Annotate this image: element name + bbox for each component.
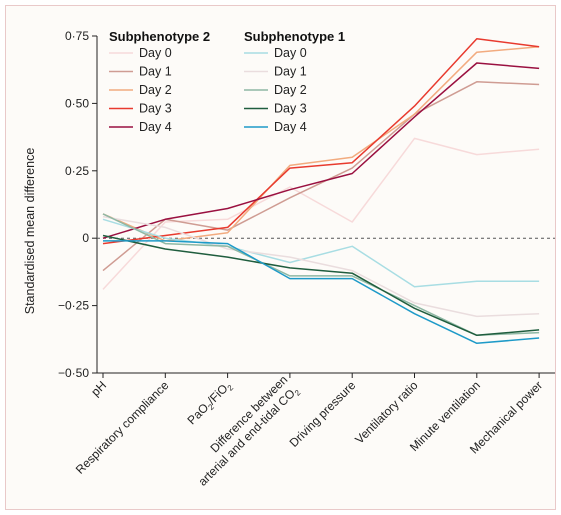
legend: Subphenotype 2 Day 0 Day 1 Day 2 Day 3 Day 4 S…: [109, 29, 345, 134]
x-category-label-text: Ventilatory ratio: [352, 378, 421, 447]
legend-entry-label: Day 2: [139, 83, 172, 97]
series-line-subphenotype1-day4: [103, 240, 540, 345]
legend-entry-label: Day 2: [274, 83, 307, 97]
x-category-label-text: pH: [88, 378, 109, 399]
figure-frame: −0·50 −0·25 0 0·25 0·50 0·75 Subphenotype 2 Da…: [5, 5, 556, 510]
x-category-label-text: Respiratory compliance: [73, 378, 172, 477]
x-category-label: Ventilatory ratio: [352, 378, 421, 447]
series-line-subphenotype1-day3: [102, 234, 540, 337]
series-line-subphenotype2-day3: [102, 37, 540, 245]
series-layer: [102, 37, 540, 345]
y-axis-label: Standardised mean difference: [23, 148, 37, 315]
series-line-subphenotype1-day0: [102, 218, 540, 288]
x-category-label-text: PaO2/FiO2: [185, 378, 236, 429]
legend-entry-label: Day 4: [139, 120, 172, 134]
legend-entry-label: Day 0: [274, 46, 307, 60]
legend-heading: Subphenotype 1: [244, 29, 345, 44]
legend-entry-label: Day 3: [274, 102, 307, 116]
legend-entry-label: Day 4: [274, 120, 307, 134]
legend-entry-label: Day 1: [274, 65, 307, 79]
legend-entry-label: Day 0: [139, 46, 172, 60]
legend-heading: Subphenotype 2: [109, 29, 210, 44]
y-tick-label: 0·75: [65, 29, 89, 43]
series-line-subphenotype1-day2: [102, 213, 540, 337]
x-category-label: pH: [88, 378, 109, 399]
x-category-label: Driving pressure: [287, 378, 359, 450]
y-tick-label: −0·50: [58, 366, 89, 380]
series-line-subphenotype1-day1: [102, 215, 540, 318]
x-category-label: Respiratory compliance: [73, 378, 172, 477]
series-line-subphenotype2-day1: [102, 81, 540, 272]
x-category-label: PaO2/FiO2: [185, 378, 236, 429]
y-tick-label: 0·25: [65, 164, 89, 178]
series-line-subphenotype2-day4: [102, 62, 540, 239]
y-tick-label: 0: [82, 231, 89, 245]
legend-entry-label: Day 3: [139, 102, 172, 116]
y-tick-label: 0·50: [65, 96, 89, 110]
legend-entry-label: Day 1: [139, 65, 172, 79]
line-chart: −0·50 −0·25 0 0·25 0·50 0·75 Subphenotype 2 Da…: [23, 29, 555, 489]
x-category-label-text: Driving pressure: [287, 378, 359, 450]
y-tick-label: −0·25: [58, 299, 89, 313]
axis-layer: −0·50 −0·25 0 0·25 0·50 0·75: [58, 29, 555, 380]
